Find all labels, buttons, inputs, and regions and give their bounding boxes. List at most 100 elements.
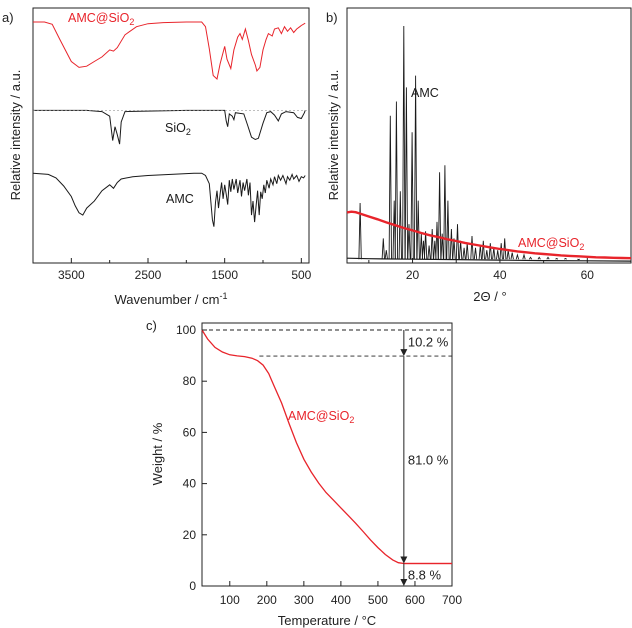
xrd-amc-peak <box>470 235 474 260</box>
xrd-amc-peak <box>443 165 447 260</box>
panel-c: c) 100 200 300 400 500 600 700 0 20 40 60 80 100 10.… <box>146 318 462 628</box>
series-label-amc-sio2-tga: AMC@SiO2 <box>288 409 354 425</box>
xrd-amc-peak <box>388 115 392 260</box>
xrd-amc-peak <box>437 172 442 260</box>
xrd-amc-sio2-curve <box>346 210 632 260</box>
series-label-amc-xrd: AMC <box>411 86 439 100</box>
panel-c-xlabel: Temperature / °C <box>278 613 376 628</box>
panel-b-frame <box>346 7 632 264</box>
panel-a-label: a) <box>2 10 14 25</box>
y-tick-label: 0 <box>189 579 196 593</box>
x-tick-label: 200 <box>257 593 277 607</box>
xrd-amc-peak <box>458 240 463 260</box>
xrd-amc-peak <box>384 250 388 260</box>
panel-c-ylabel: Weight / % <box>150 422 165 485</box>
tga-curve <box>201 329 452 565</box>
x-tick-label: 600 <box>405 593 425 607</box>
series-label-amc-sio2-xrd: AMC@SiO2 <box>518 236 584 252</box>
xrd-amc-peak <box>398 191 402 260</box>
xrd-amc-peak <box>410 132 414 260</box>
x-tick-label: 300 <box>294 593 314 607</box>
tga-arrow-head <box>400 349 408 357</box>
xrd-amc-peak <box>506 250 510 260</box>
y-tick-label: 60 <box>183 425 197 439</box>
x-tick-label: 700 <box>442 593 462 607</box>
x-tick-label: 40 <box>493 268 507 282</box>
tga-annotation-label: 81.0 % <box>408 453 449 468</box>
xrd-amc-peak <box>449 228 454 260</box>
y-tick-label: 100 <box>176 323 196 337</box>
xrd-amc-peak <box>515 253 520 260</box>
x-tick-label: 3500 <box>58 268 85 282</box>
series-label-sio2-ir: SiO2 <box>165 121 191 137</box>
xrd-amc-peak <box>402 25 406 260</box>
y-tick-label: 20 <box>183 528 197 542</box>
panel-b-label: b) <box>326 10 338 25</box>
panel-c-annotations: 10.2 % 81.0 % 8.8 % <box>202 329 452 586</box>
x-tick-label: 100 <box>220 593 240 607</box>
xrd-amc-peak <box>413 75 418 260</box>
panel-b: b) 20 40 60 AMC AMC@SiO2 2Θ / ° Relative i… <box>326 7 632 304</box>
x-tick-label: 20 <box>406 268 420 282</box>
series-label-amc-sio2-ir: AMC@SiO2 <box>68 11 134 27</box>
xrd-amc-peak <box>478 245 482 260</box>
xrd-amc-peak <box>358 202 362 260</box>
x-tick-label: 400 <box>331 593 351 607</box>
xrd-amc-peak <box>394 101 399 260</box>
xrd-amc-peak <box>440 233 444 260</box>
ir-series-1 <box>33 109 306 145</box>
xrd-amc-peak <box>462 247 466 260</box>
xrd-amc-peak <box>465 243 469 260</box>
panel-a-ylabel: Relative intensity / a.u. <box>8 70 23 201</box>
panel-a-series <box>32 21 309 227</box>
panel-b-x-ticks: 20 40 60 <box>368 258 632 282</box>
x-tick-label: 500 <box>368 593 388 607</box>
xrd-amc-peak <box>446 200 450 260</box>
panel-b-xlabel: 2Θ / ° <box>473 289 506 304</box>
panel-c-label: c) <box>146 318 157 333</box>
xrd-amc-peak <box>427 245 431 260</box>
xrd-amc-peak <box>404 87 409 260</box>
y-tick-label: 80 <box>183 374 197 388</box>
xrd-amc-peak <box>496 250 500 260</box>
panel-a-x-ticks: 3500 2500 1500 500 <box>32 258 312 282</box>
xrd-amc-peak <box>455 224 460 260</box>
xrd-amc-peak <box>452 238 456 260</box>
xrd-amc-peak <box>522 253 526 260</box>
xrd-amc-peak <box>510 252 514 260</box>
xrd-amc-peak <box>503 238 507 260</box>
x-tick-label: 1500 <box>211 268 238 282</box>
tga-annotation-label: 10.2 % <box>408 334 449 349</box>
xrd-amc-peak <box>499 243 503 260</box>
series-label-amc-ir: AMC <box>166 192 194 206</box>
xrd-amc-peak <box>416 200 420 260</box>
xrd-amc-peak <box>546 256 550 260</box>
tga-arrow-head <box>400 579 408 586</box>
ir-series-0 <box>33 21 306 80</box>
tga-annotation-label: 8.8 % <box>408 568 442 583</box>
panel-c-series <box>201 329 452 565</box>
x-tick-label: 2500 <box>135 268 162 282</box>
tga-arrow-head <box>400 556 408 564</box>
xrd-amc-peak <box>423 231 428 260</box>
x-tick-label: 60 <box>581 268 595 282</box>
xrd-amc-peak <box>488 243 492 260</box>
xrd-amc-peak <box>485 250 489 260</box>
xrd-amc-peak <box>435 221 439 260</box>
panel-a-xlabel: Wavenumber / cm-1 <box>114 291 227 307</box>
xrd-amc-peak <box>430 228 434 260</box>
ir-series-2 <box>32 172 306 227</box>
x-tick-label: 500 <box>291 268 311 282</box>
panel-c-ticks: 100 200 300 400 500 600 700 0 20 40 60 80 100 <box>176 323 462 607</box>
xrd-amc-peak <box>492 247 496 260</box>
panel-c-frame <box>201 322 453 587</box>
xrd-amc-peak <box>528 256 533 260</box>
xrd-amc-peak <box>481 240 485 260</box>
xrd-amc-baseline <box>346 257 632 262</box>
y-tick-label: 40 <box>183 477 197 491</box>
panel-a: a) 3500 2500 1500 500 AMC@SiO2 SiO2 AMC Wav… <box>2 7 312 307</box>
panel-b-ylabel: Relative intensity / a.u. <box>326 70 341 201</box>
xrd-amc-peak <box>564 257 567 260</box>
panel-b-series <box>346 25 632 262</box>
